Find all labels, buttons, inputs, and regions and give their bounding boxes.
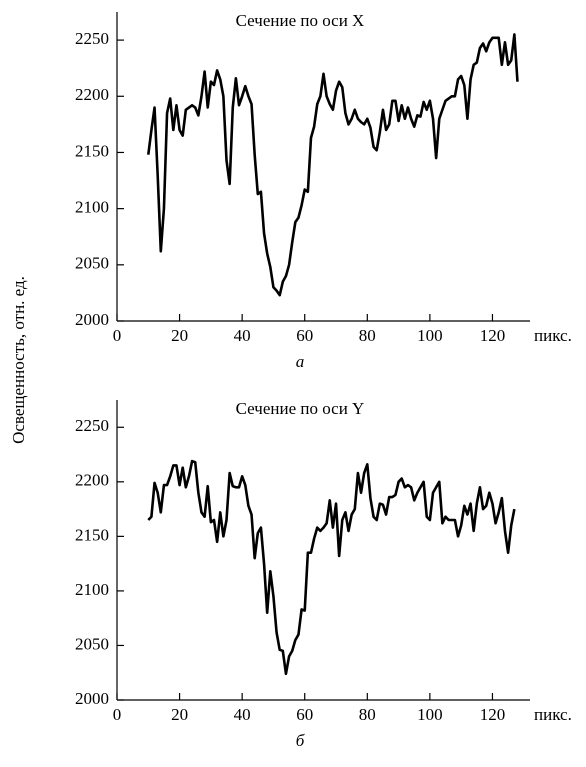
y-tick-label: 2200: [75, 471, 109, 490]
y-tick-label: 2000: [75, 310, 109, 329]
x-tick-label: 40: [234, 705, 251, 724]
y-tick-label: 2050: [75, 254, 109, 273]
y-tick-label: 2150: [75, 141, 109, 160]
x-tick-label: 100: [417, 705, 443, 724]
x-tick-label: 100: [417, 326, 443, 345]
x-tick-label: 120: [480, 705, 506, 724]
x-axis-label: пикс.: [534, 705, 572, 724]
x-tick-label: 120: [480, 326, 506, 345]
y-tick-label: 2100: [75, 580, 109, 599]
x-tick-label: 20: [171, 705, 188, 724]
y-tick-label: 2100: [75, 198, 109, 217]
x-tick-label: 60: [296, 326, 313, 345]
x-tick-label: 80: [359, 705, 376, 724]
y-tick-label: 2250: [75, 29, 109, 48]
panel-label: б: [296, 731, 305, 750]
x-tick-label: 60: [296, 705, 313, 724]
y-tick-label: 2000: [75, 689, 109, 708]
y-tick-label: 2200: [75, 85, 109, 104]
chart-title: Сечение по оси X: [236, 11, 365, 30]
y-tick-label: 2250: [75, 416, 109, 435]
y-axis-label: Освещенность, отн. ед.: [9, 276, 28, 444]
y-tick-label: 2150: [75, 525, 109, 544]
data-line: [147, 459, 516, 676]
chart-title: Сечение по оси Y: [236, 399, 365, 418]
x-tick-label: 20: [171, 326, 188, 345]
x-tick-label: 80: [359, 326, 376, 345]
panel-label: а: [296, 352, 305, 371]
x-tick-label: 0: [113, 705, 122, 724]
y-tick-label: 2050: [75, 634, 109, 653]
x-tick-label: 40: [234, 326, 251, 345]
data-line: [147, 33, 519, 297]
x-axis-label: пикс.: [534, 326, 572, 345]
x-tick-label: 0: [113, 326, 122, 345]
